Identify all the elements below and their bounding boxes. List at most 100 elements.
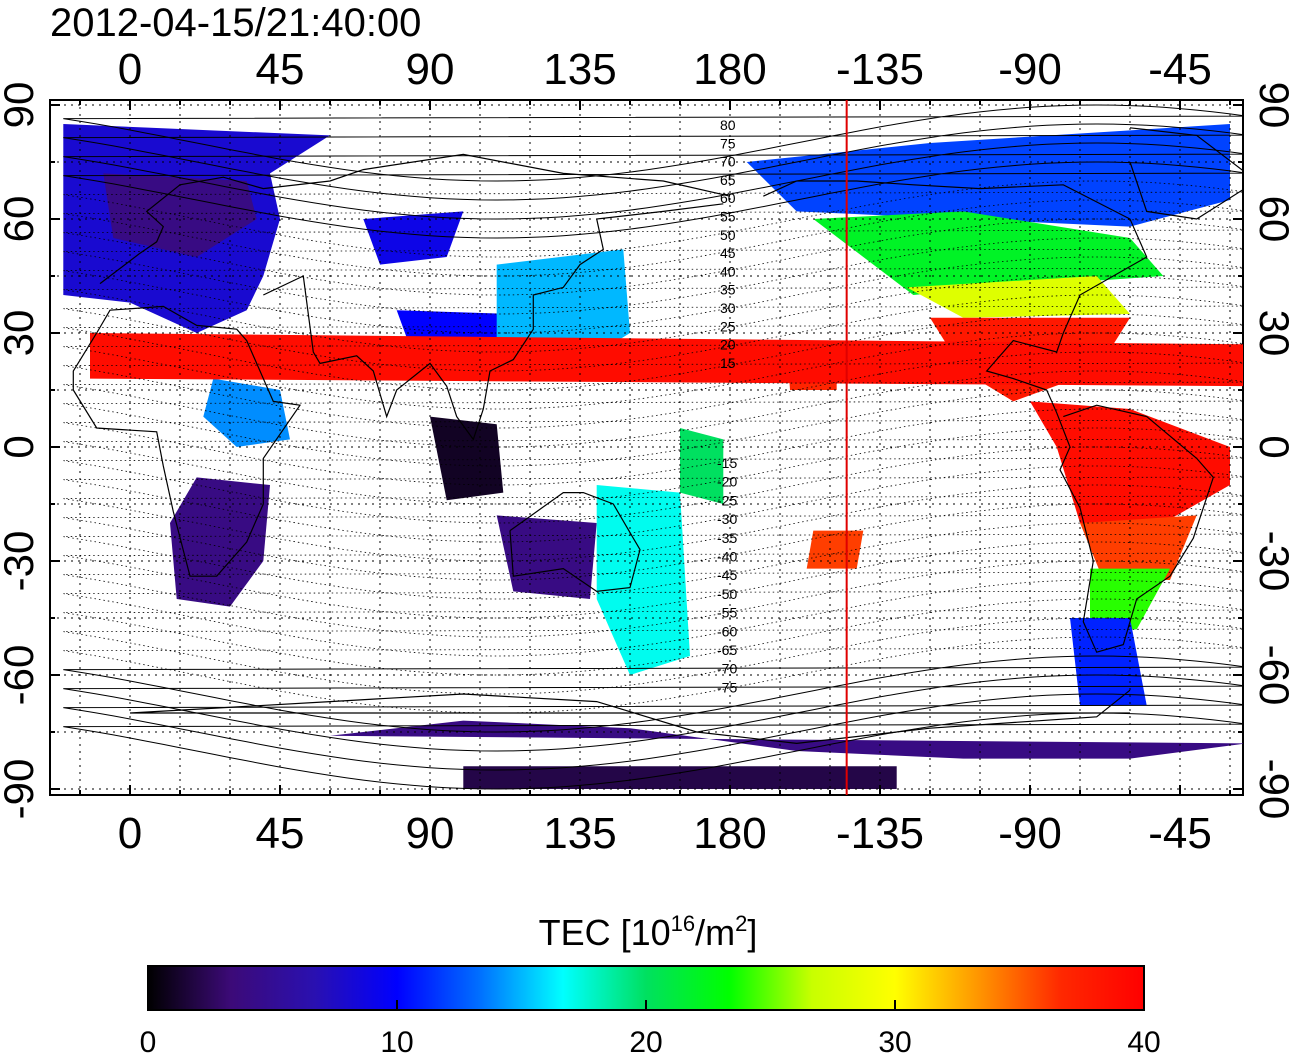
right-lat-tick-label: 30	[1251, 310, 1292, 357]
bottom-lon-tick-label: 45	[256, 809, 305, 858]
top-lon-tick-label: 135	[543, 45, 616, 94]
mag-lat-label: -20	[717, 474, 737, 490]
tec-patch	[1070, 618, 1147, 706]
colorbar-tick-label: 20	[629, 1026, 662, 1057]
colorbar-tick-label: 0	[140, 1026, 157, 1057]
mag-lat-label: 55	[720, 209, 736, 225]
right-lat-tick-label: 60	[1251, 196, 1292, 243]
top-lon-tick-label: 0	[118, 45, 142, 94]
coastline	[1129, 127, 1243, 220]
left-latitude-ticks: 90 60 30 0 -30 -60 -90	[0, 82, 42, 820]
tec-patch	[1080, 515, 1197, 580]
tec-patch	[746, 124, 1230, 227]
mag-lat-label: 30	[720, 300, 736, 316]
top-lon-tick-label: -90	[998, 45, 1062, 94]
mag-lat-label: -50	[717, 586, 737, 602]
top-lon-tick-label: -135	[836, 45, 924, 94]
mag-lat-label: 65	[720, 172, 736, 188]
frame-tick-marks	[50, 100, 1243, 795]
bottom-lon-tick-label: 135	[543, 809, 616, 858]
mag-lat-contour	[63, 104, 1243, 182]
mag-lat-label: 75	[720, 135, 736, 151]
tec-patch	[806, 530, 864, 569]
tec-patch	[103, 173, 257, 257]
left-lat-tick-label: -90	[0, 759, 42, 820]
mag-lat-label: -70	[717, 661, 737, 677]
left-lat-tick-label: 90	[0, 82, 42, 129]
colorbar-ticks: 0 10 20 30 40	[140, 1000, 1161, 1057]
mag-lat-contour	[63, 123, 1243, 201]
mag-lat-label: 45	[720, 245, 736, 261]
tec-patch	[596, 485, 690, 675]
mag-lat-label: 40	[720, 263, 736, 279]
colorbar-tick-label: 40	[1127, 1026, 1160, 1057]
left-lat-tick-label: 30	[0, 310, 42, 357]
tec-patch	[680, 428, 724, 504]
top-longitude-ticks: 0 45 90 135 180 -135 -90 -45	[118, 45, 1212, 94]
tec-patch	[170, 477, 270, 607]
bottom-lon-tick-label: -135	[836, 809, 924, 858]
mag-lat-label: -15	[717, 455, 737, 471]
lat-lon-grid	[50, 100, 1243, 795]
magnetic-latitude-labels: 80 75 70 65 60 55 50 45 40 35 30 25 20 15 -15 -20 -25 -30…	[717, 117, 737, 695]
mag-lat-label: 70	[720, 154, 736, 170]
top-lon-tick-label: 90	[406, 45, 455, 94]
tec-patch	[430, 416, 504, 501]
left-lat-tick-label: 0	[0, 435, 42, 458]
mag-lat-label: -25	[717, 492, 737, 508]
bottom-lon-tick-label: 90	[406, 809, 455, 858]
mag-lat-label: 20	[720, 337, 736, 353]
bottom-lon-tick-label: -45	[1148, 809, 1212, 858]
left-lat-tick-label: 60	[0, 196, 42, 243]
right-lat-tick-label: 0	[1251, 435, 1292, 458]
mag-lat-label: 25	[720, 318, 736, 334]
coastline	[263, 203, 724, 441]
right-lat-tick-label: -30	[1251, 531, 1292, 592]
mag-lat-contour	[63, 161, 1243, 239]
tec-patch	[813, 211, 1164, 295]
tec-data-layer	[63, 124, 1243, 789]
mag-lat-label: 50	[720, 227, 736, 243]
right-lat-tick-label: 90	[1251, 82, 1292, 129]
top-lon-tick-label: 180	[693, 45, 766, 94]
mag-lat-label: -55	[717, 605, 737, 621]
bottom-lon-tick-label: 0	[118, 809, 142, 858]
tec-patch	[496, 515, 597, 599]
mag-lat-label: -35	[717, 530, 737, 546]
coastline	[72, 305, 302, 577]
magnetic-latitude-contours	[63, 104, 1243, 790]
top-lon-tick-label: -45	[1148, 45, 1212, 94]
right-lat-tick-label: -60	[1251, 645, 1292, 706]
tec-patch	[463, 766, 897, 789]
mag-lat-label: -45	[717, 567, 737, 583]
bottom-lon-tick-label: 180	[693, 809, 766, 858]
left-lat-tick-label: -30	[0, 531, 42, 592]
bottom-lon-tick-label: -90	[998, 809, 1062, 858]
mag-lat-contour	[63, 674, 1243, 752]
colorbar-tick-label: 30	[878, 1026, 911, 1057]
mag-lat-label: 15	[720, 355, 736, 371]
bottom-longitude-ticks: 0 45 90 135 180 -135 -90 -45	[118, 809, 1212, 858]
mag-lat-label: -40	[717, 549, 737, 565]
mag-lat-contour	[63, 693, 1243, 771]
mag-lat-label: -60	[717, 623, 737, 639]
tec-patch	[90, 333, 1243, 387]
left-lat-tick-label: -60	[0, 645, 42, 706]
top-lon-tick-label: 45	[256, 45, 305, 94]
mag-lat-label: -30	[717, 511, 737, 527]
timestamp-title: 2012-04-15/21:40:00	[50, 1, 421, 45]
coastline	[99, 153, 731, 285]
mag-lat-label: -65	[717, 642, 737, 658]
colorbar-title: TEC [1016/m2]	[539, 911, 758, 953]
right-latitude-ticks: 90 60 30 0 -30 -60 -90	[1251, 82, 1292, 820]
mag-lat-label: 35	[720, 282, 736, 298]
tec-patch	[203, 378, 290, 447]
coastline	[509, 492, 641, 593]
mag-lat-label: -75	[717, 679, 737, 695]
coastline	[763, 180, 1214, 653]
colorbar-tick-label: 10	[380, 1026, 413, 1057]
right-lat-tick-label: -90	[1251, 759, 1292, 820]
mag-lat-label: 80	[720, 117, 736, 133]
mag-lat-contour	[63, 655, 1243, 733]
